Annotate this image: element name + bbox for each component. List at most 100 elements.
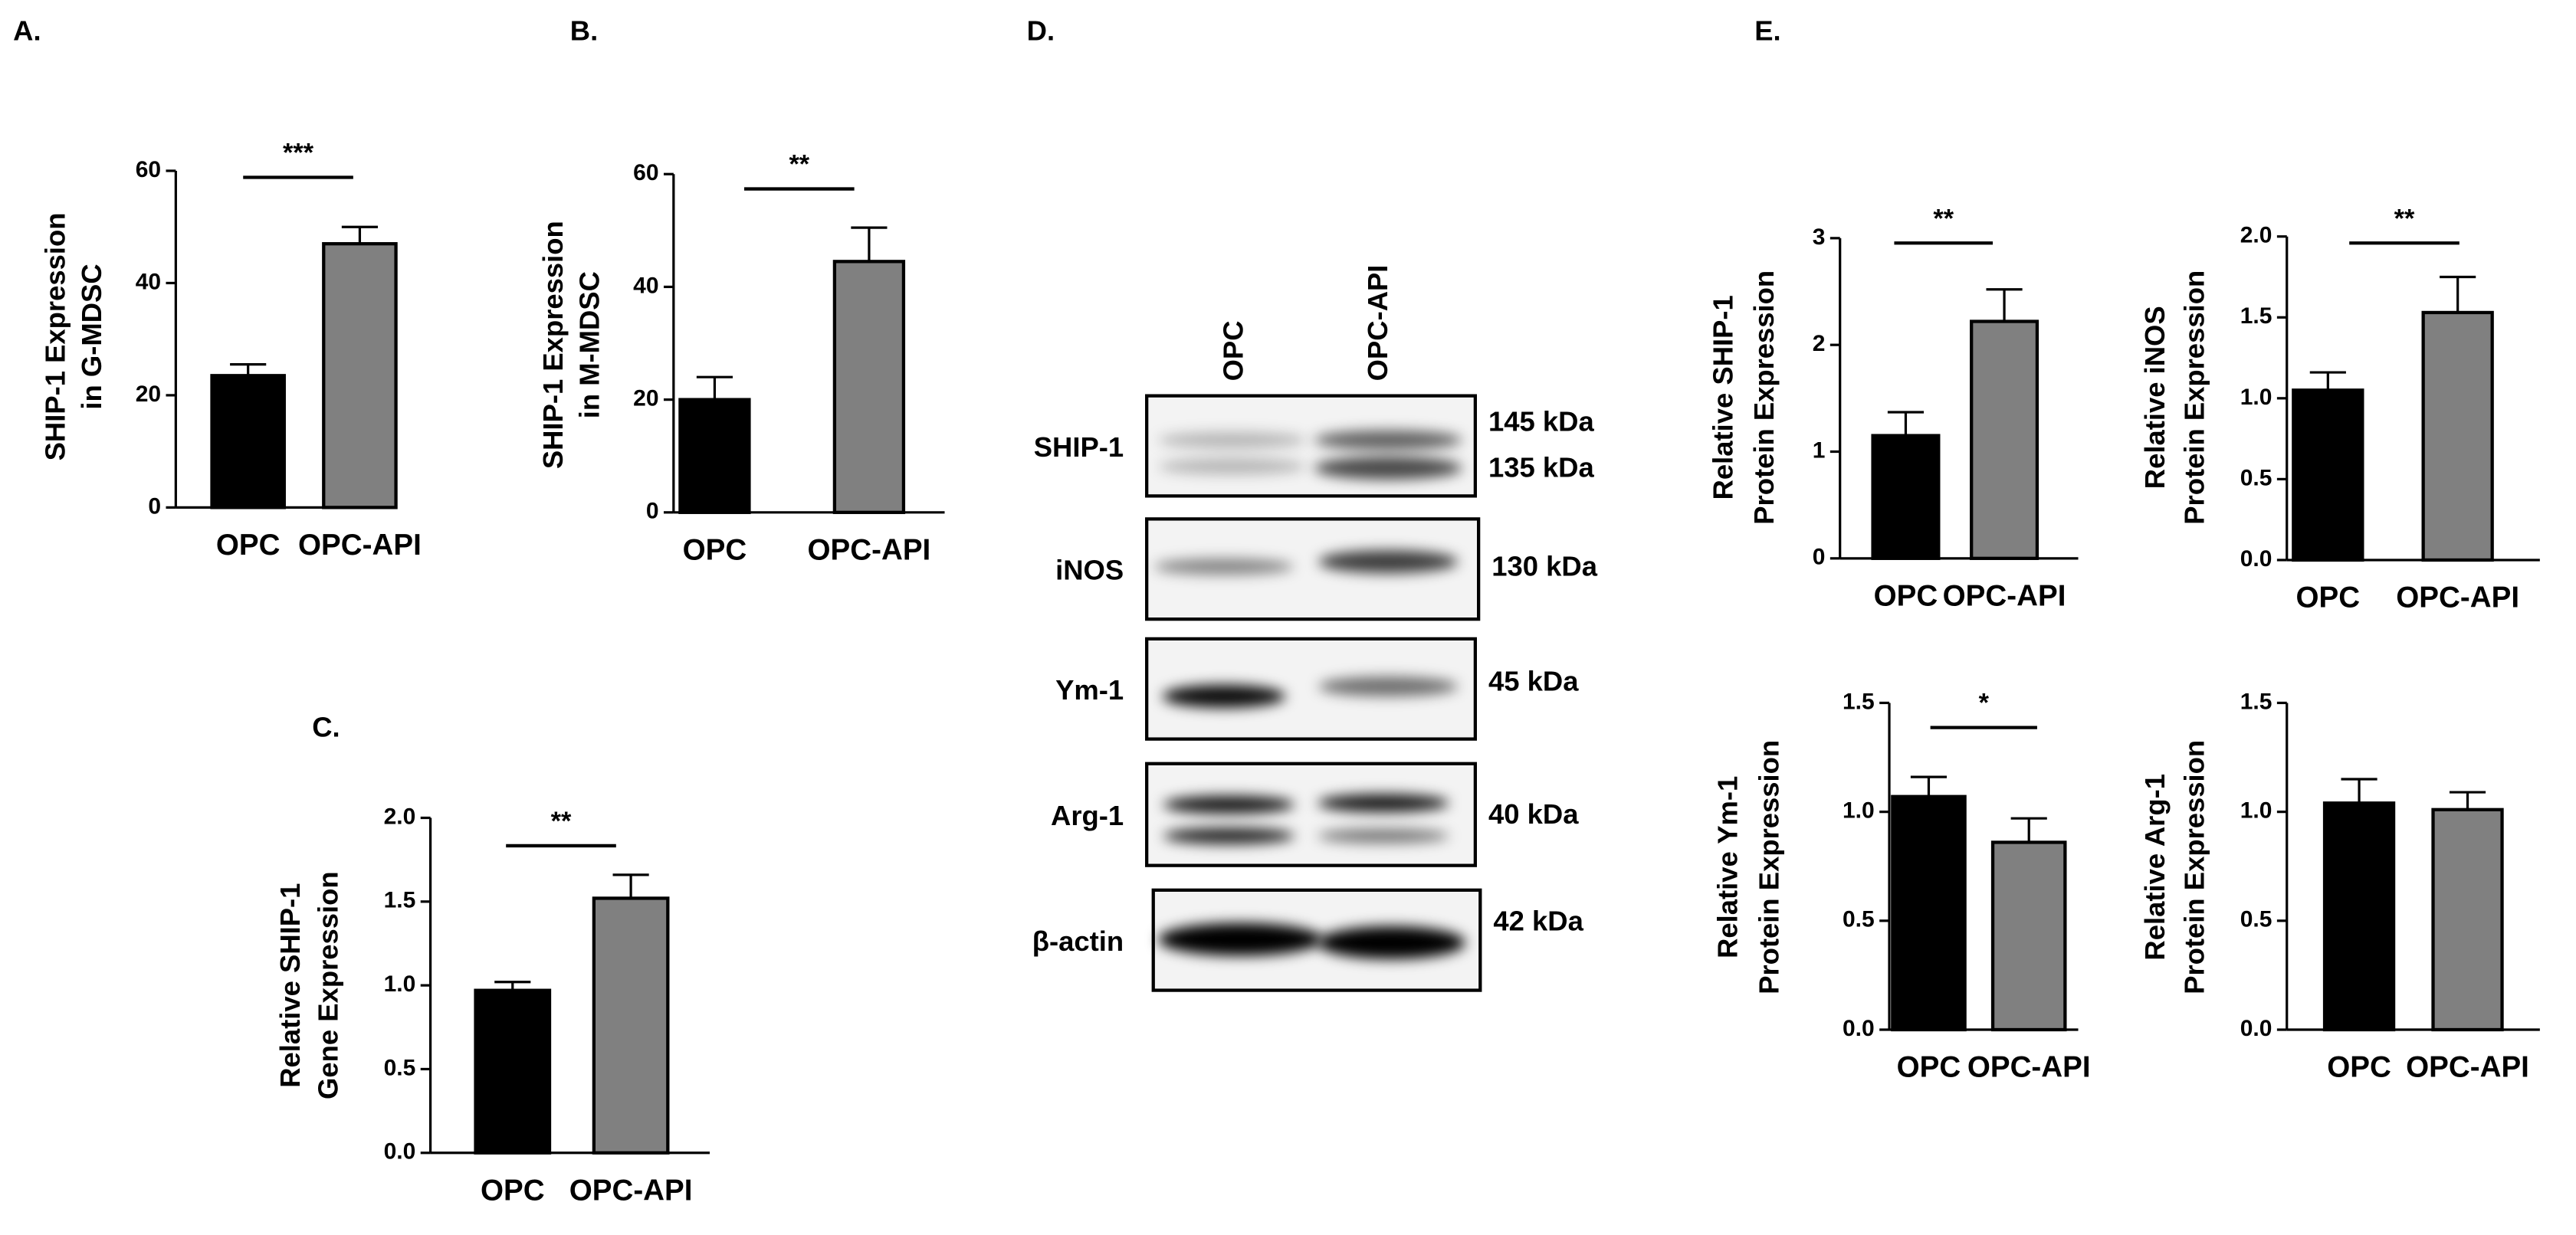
size-label: 135 kDa xyxy=(1488,452,1594,483)
blot-band xyxy=(1314,430,1462,450)
y-axis-label: Relative Arg-1 xyxy=(2139,774,2171,961)
panel-label: A. xyxy=(13,15,41,47)
y-tick-label: 0.0 xyxy=(1843,1016,1875,1041)
x-tick-label: OPC-API xyxy=(298,529,422,562)
bar xyxy=(592,896,670,1155)
y-axis-label: in G-MDSC xyxy=(76,264,107,409)
bar xyxy=(2292,388,2364,562)
panel-label: C. xyxy=(312,711,340,742)
blot-band xyxy=(1318,676,1459,696)
x-tick-label: OPC xyxy=(1897,1051,1961,1084)
y-tick-label: 0.0 xyxy=(384,1139,416,1165)
bar-chart: Relative Ym-1 Protein Expression 0.0 0.5 1.0… xyxy=(1712,689,2091,1084)
y-tick-label: 3 xyxy=(1813,224,1826,250)
blot-band xyxy=(1158,922,1323,956)
significance-label: ** xyxy=(1933,204,1954,233)
blot-band xyxy=(1158,431,1307,449)
bar-chart: C. Relative SHIP-1 Gene Expression 0.0 0.5 1.… xyxy=(274,711,710,1207)
y-axis-label: Protein Expression xyxy=(2178,270,2210,525)
blot-panel xyxy=(1145,762,1478,867)
protein-label: iNOS xyxy=(1055,555,1124,586)
y-tick-label: 2.0 xyxy=(2240,223,2272,248)
y-axis-label: Protein Expression xyxy=(1748,270,1780,525)
y-axis-label: Relative Ym-1 xyxy=(1712,776,1744,958)
x-tick-label: OPC-API xyxy=(569,1174,693,1207)
y-tick-label: 40 xyxy=(633,273,658,298)
y-tick-label: 0.5 xyxy=(2240,465,2272,490)
y-tick-label: 0.5 xyxy=(384,1055,416,1080)
x-tick-label: OPC-API xyxy=(2396,581,2519,614)
bar xyxy=(1871,434,1941,560)
y-axis-label: Gene Expression xyxy=(312,871,343,1099)
panel-label: E. xyxy=(1754,15,1780,47)
protein-label: Ym-1 xyxy=(1055,674,1124,706)
y-axis-label: in M-MDSC xyxy=(573,271,605,418)
y-tick-label: 1.0 xyxy=(384,971,416,997)
y-tick-label: 0.5 xyxy=(2240,907,2272,932)
y-axis-label: SHIP-1 Expression xyxy=(40,213,71,461)
y-axis-label: Relative SHIP-1 xyxy=(274,883,306,1088)
y-tick-label: 20 xyxy=(633,386,658,411)
y-tick-label: 1.0 xyxy=(2240,798,2272,824)
y-tick-label: 2.0 xyxy=(384,804,416,829)
blot-band xyxy=(1318,925,1465,959)
x-tick-label: OPC-API xyxy=(1943,579,2066,612)
y-tick-label: 0 xyxy=(1813,545,1826,570)
y-axis-label: SHIP-1 Expression xyxy=(537,221,569,469)
significance-label: *** xyxy=(283,139,314,168)
y-axis-label: Relative iNOS xyxy=(2139,306,2171,489)
blot-band xyxy=(1163,827,1295,844)
bar xyxy=(1891,794,1967,1032)
x-tick-label: OPC xyxy=(216,529,281,562)
y-tick-label: 0 xyxy=(148,493,161,519)
y-tick-label: 0.5 xyxy=(1843,907,1875,932)
bar xyxy=(1970,319,2039,560)
bar-chart: Relative iNOS Protein Expression 0.0 0.5 1.0… xyxy=(2139,204,2540,614)
x-tick-label: OPC xyxy=(2327,1051,2391,1084)
x-tick-label: OPC-API xyxy=(2406,1051,2529,1084)
x-tick-label: OPC xyxy=(683,533,747,566)
bar-chart: Relative Arg-1 Protein Expression 0.0 0.5 1.… xyxy=(2139,689,2540,1084)
size-label: 45 kDa xyxy=(1488,665,1579,696)
x-tick-label: OPC xyxy=(1874,579,1938,612)
x-tick-label: OPC xyxy=(481,1174,545,1207)
significance-label: ** xyxy=(789,150,809,179)
y-tick-label: 60 xyxy=(633,160,658,185)
panel-label: D. xyxy=(1027,15,1055,47)
bar-chart: B. SHIP-1 Expression in M-MDSC 0 20 40 60 OPC OP… xyxy=(537,15,945,566)
blot-band xyxy=(1163,795,1295,814)
protein-label: Arg-1 xyxy=(1051,800,1124,831)
y-tick-label: 1 xyxy=(1813,437,1826,463)
size-label: 40 kDa xyxy=(1488,798,1579,830)
protein-label: β-actin xyxy=(1032,925,1124,957)
blot-band xyxy=(1153,558,1295,575)
bar xyxy=(322,242,398,509)
significance-label: ** xyxy=(551,807,572,836)
size-label: 145 kDa xyxy=(1488,406,1594,437)
blot-band xyxy=(1318,828,1449,844)
lane-label: OPC xyxy=(1218,320,1249,381)
size-label: 42 kDa xyxy=(1493,905,1583,936)
bar xyxy=(678,398,751,514)
bar xyxy=(1990,840,2067,1032)
y-tick-label: 1.0 xyxy=(1843,798,1875,824)
lane-label: OPC-API xyxy=(1362,265,1393,382)
blot-band xyxy=(1314,456,1462,480)
bar xyxy=(2431,808,2504,1032)
bar xyxy=(832,260,906,514)
bar-chart: E. Relative SHIP-1 Protein Expression 0 1 2 3 O… xyxy=(1707,15,2079,612)
bar xyxy=(474,988,552,1155)
y-tick-label: 1.5 xyxy=(1843,689,1875,714)
significance-label: ** xyxy=(2394,204,2415,233)
blot-band xyxy=(1162,684,1286,708)
y-axis-label: Protein Expression xyxy=(2178,740,2210,994)
y-tick-label: 1.5 xyxy=(2240,303,2272,329)
y-axis-label: Protein Expression xyxy=(1753,740,1784,994)
bar xyxy=(2322,801,2396,1032)
bar-chart: A. SHIP-1 Expression in G-MDSC 0 20 40 60 OPC OP… xyxy=(13,15,422,562)
x-tick-label: OPC xyxy=(2296,581,2361,614)
bar xyxy=(210,374,286,509)
y-tick-label: 2 xyxy=(1813,331,1826,356)
